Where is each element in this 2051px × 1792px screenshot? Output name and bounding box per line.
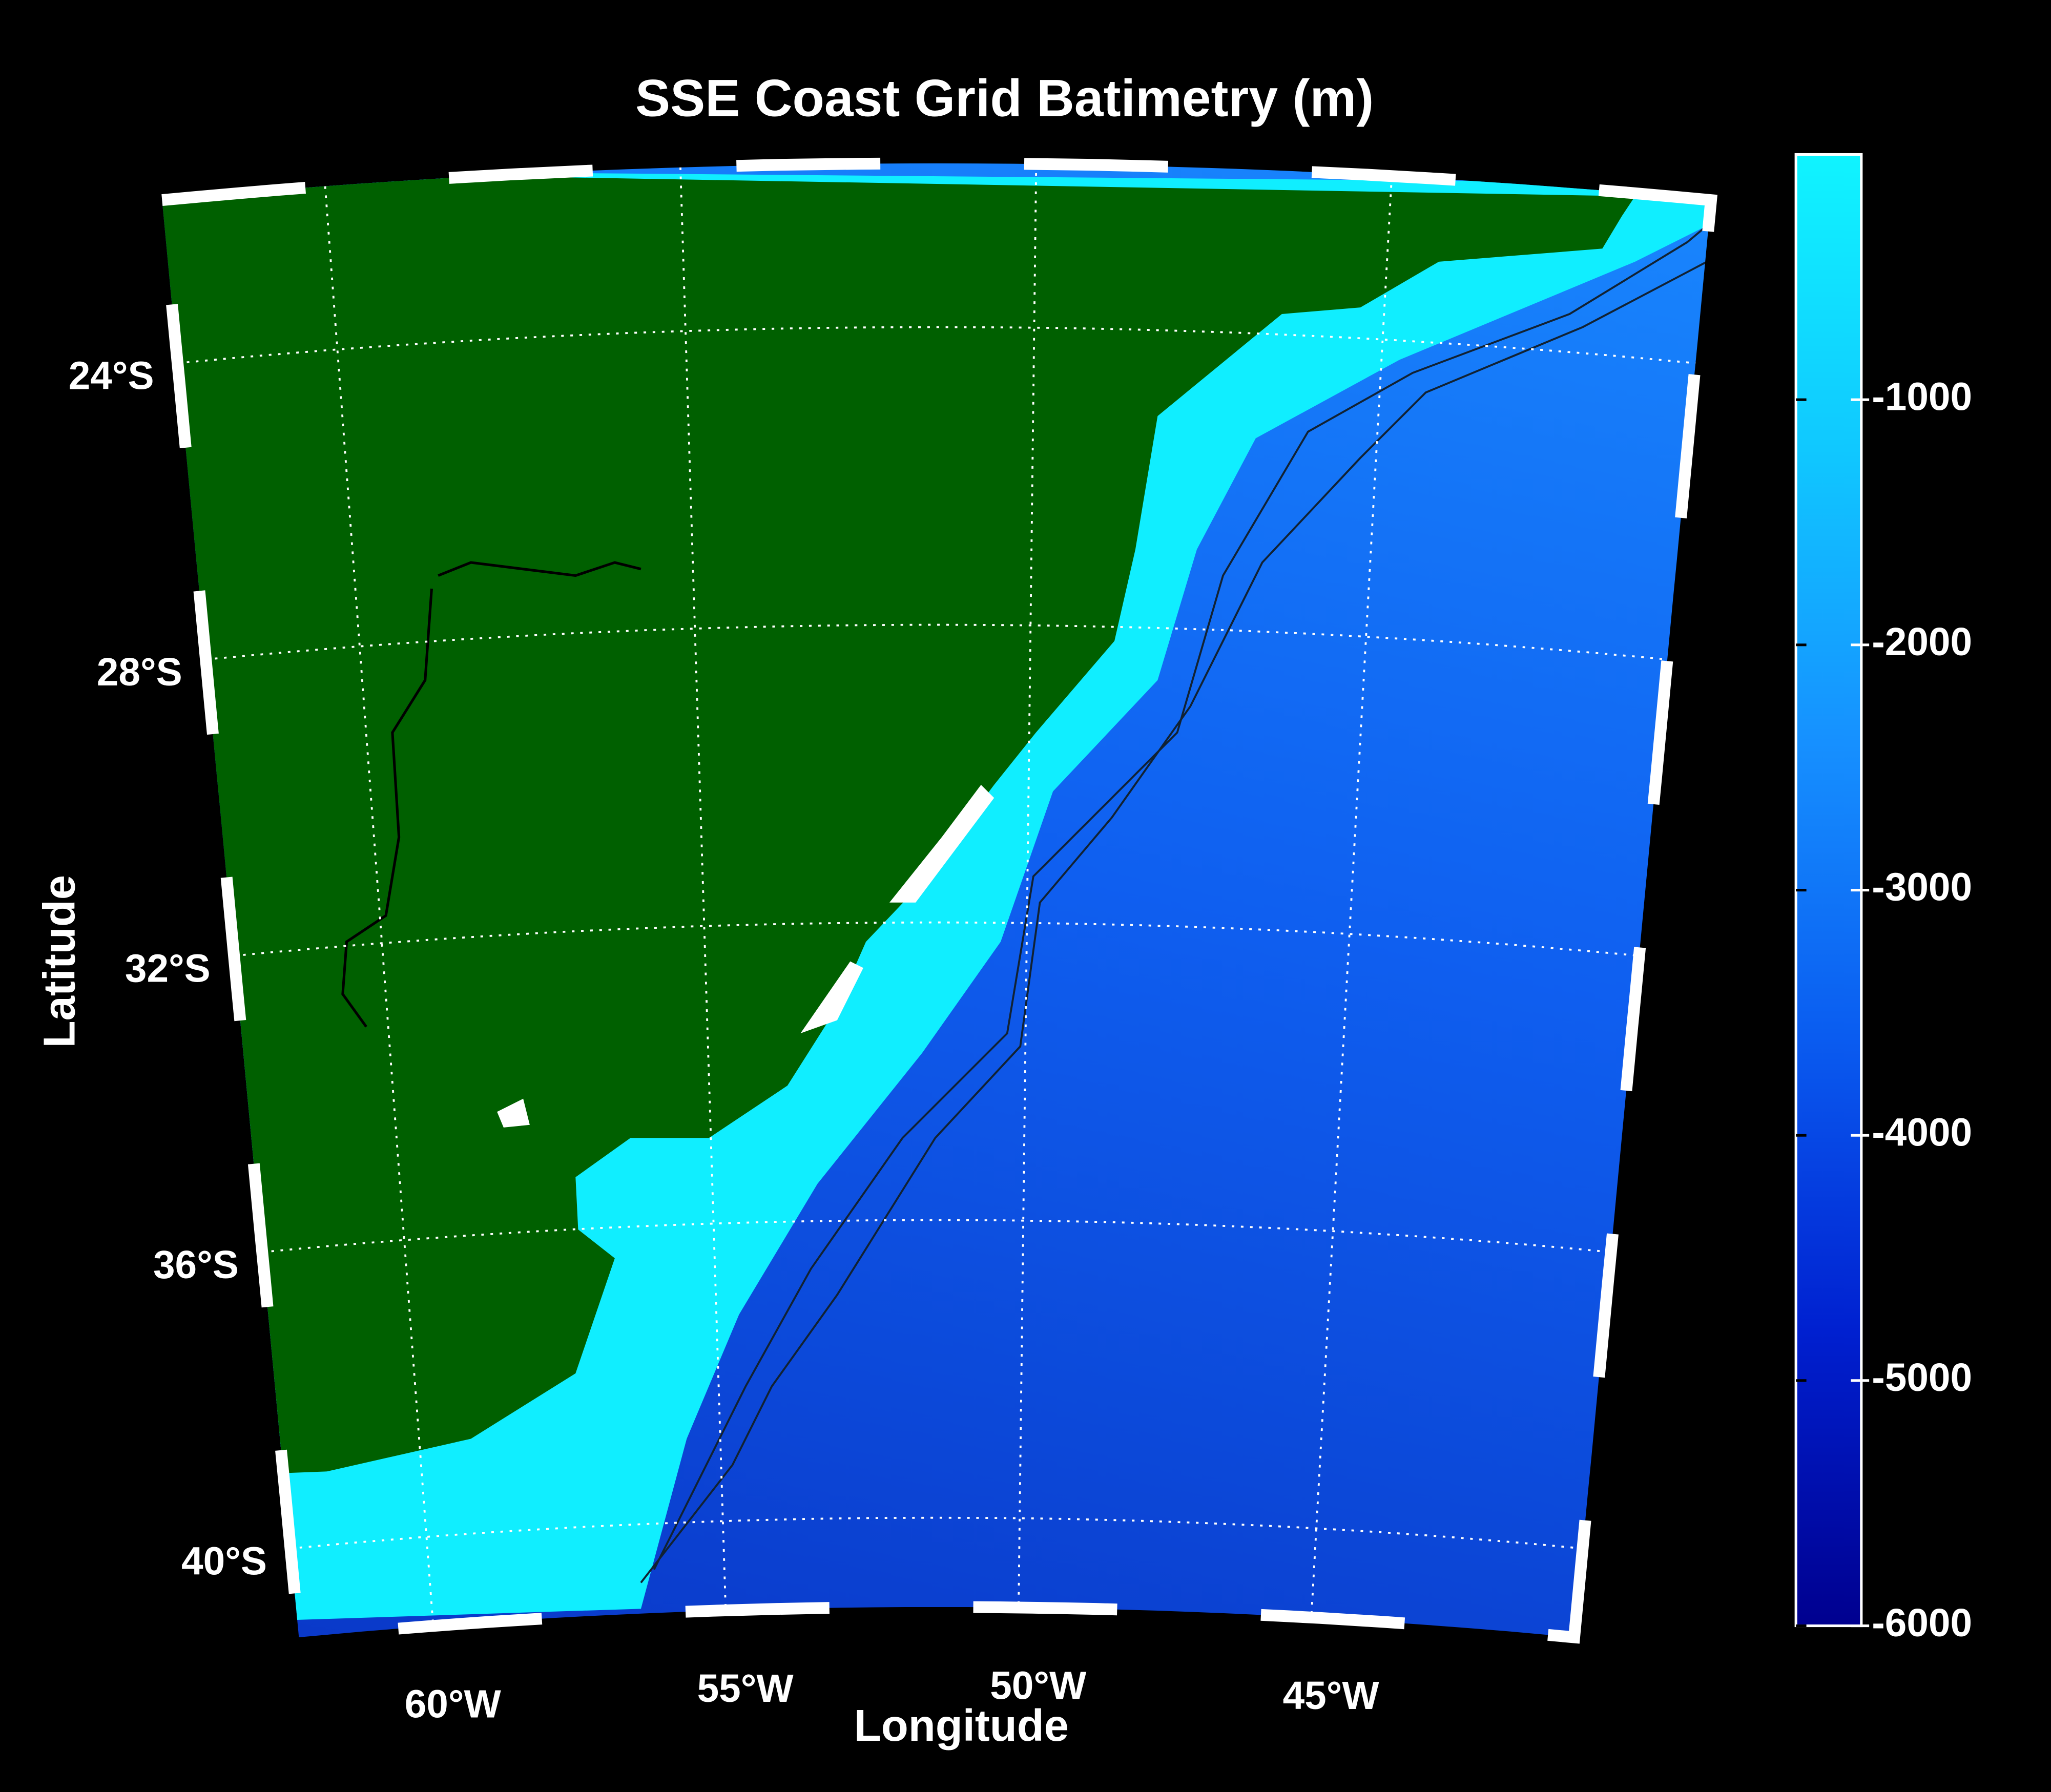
river — [341, 561, 641, 1028]
contour-line — [640, 261, 1708, 1583]
contour-line — [653, 209, 1711, 1570]
grid-line — [1310, 176, 1393, 1618]
grid-line — [324, 186, 434, 1626]
grid-line — [234, 921, 1640, 957]
land — [162, 170, 1635, 1478]
grid — [177, 164, 1696, 1626]
chart-title: SSE Coast Grid Batimetry (m) — [635, 69, 1374, 127]
map-frame — [155, 157, 1718, 1644]
grid-line — [177, 326, 1696, 364]
colorbar-tick-label: -1000 — [1872, 375, 1972, 419]
x-tick-label: 45°W — [1283, 1674, 1380, 1718]
x-tick-label: 60°W — [405, 1682, 502, 1726]
y-tick-label: 24°S — [69, 355, 154, 398]
y-tick-label: 40°S — [181, 1539, 267, 1583]
colorbar-tick-label: -4000 — [1872, 1111, 1972, 1154]
grid-line — [1018, 164, 1038, 1608]
y-tick-label: 32°S — [125, 947, 211, 991]
grid-line — [679, 167, 727, 1611]
y-tick-label: 36°S — [153, 1243, 239, 1287]
colorbar-tick-label: -2000 — [1872, 620, 1972, 664]
colorbar-tick-label: -6000 — [1872, 1601, 1972, 1645]
grid-line — [205, 623, 1668, 661]
x-tick-label: 55°W — [697, 1667, 794, 1711]
colorbar-tick-label: -3000 — [1872, 866, 1972, 909]
x-axis-label: Longitude — [854, 1701, 1069, 1751]
colorbar-tick-label: -5000 — [1872, 1356, 1972, 1400]
x-tick-label: 50°W — [990, 1664, 1087, 1707]
y-tick-label: 28°S — [97, 651, 182, 694]
y-axis-label: Latitude — [34, 875, 84, 1048]
